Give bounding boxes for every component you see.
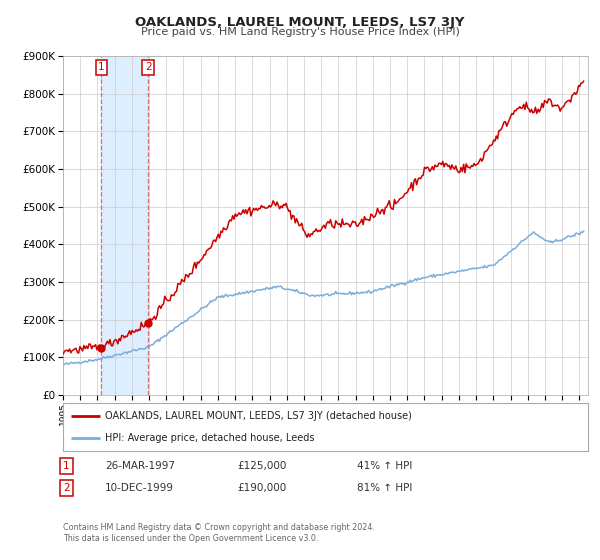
Text: Price paid vs. HM Land Registry's House Price Index (HPI): Price paid vs. HM Land Registry's House …: [140, 27, 460, 37]
Bar: [101, 56, 148, 395]
Text: Contains HM Land Registry data © Crown copyright and database right 2024.: Contains HM Land Registry data © Crown c…: [63, 523, 375, 532]
Text: 1: 1: [63, 461, 70, 471]
Text: 2: 2: [63, 483, 70, 493]
Text: HPI: Average price, detached house, Leeds: HPI: Average price, detached house, Leed…: [105, 433, 314, 443]
Text: 2: 2: [145, 62, 151, 72]
Text: 41% ↑ HPI: 41% ↑ HPI: [357, 461, 412, 471]
Text: This data is licensed under the Open Government Licence v3.0.: This data is licensed under the Open Gov…: [63, 534, 319, 543]
Text: OAKLANDS, LAUREL MOUNT, LEEDS, LS7 3JY: OAKLANDS, LAUREL MOUNT, LEEDS, LS7 3JY: [135, 16, 465, 29]
Text: £190,000: £190,000: [237, 483, 286, 493]
Text: 81% ↑ HPI: 81% ↑ HPI: [357, 483, 412, 493]
Text: £125,000: £125,000: [237, 461, 286, 471]
Text: 10-DEC-1999: 10-DEC-1999: [105, 483, 174, 493]
Text: OAKLANDS, LAUREL MOUNT, LEEDS, LS7 3JY (detached house): OAKLANDS, LAUREL MOUNT, LEEDS, LS7 3JY (…: [105, 411, 412, 421]
Text: 1: 1: [98, 62, 105, 72]
Text: 26-MAR-1997: 26-MAR-1997: [105, 461, 175, 471]
